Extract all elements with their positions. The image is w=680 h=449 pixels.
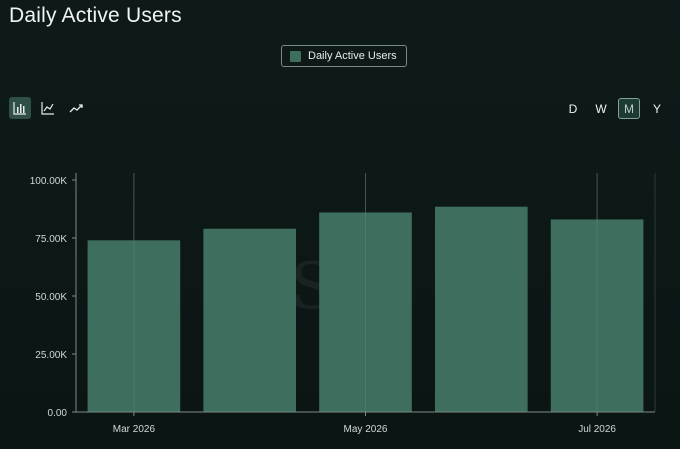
- period-selector: D W M Y: [562, 98, 668, 119]
- bar: [87, 240, 181, 412]
- x-tick-label: Mar 2026: [113, 424, 156, 435]
- bar-chart-button[interactable]: [9, 97, 31, 119]
- bar: [203, 228, 297, 412]
- period-year-button[interactable]: Y: [652, 101, 661, 116]
- y-tick-label: 75.00K: [35, 234, 67, 245]
- line-chart-button[interactable]: [37, 97, 59, 119]
- y-tick-label: 50.00K: [35, 292, 67, 303]
- chart-type-toolbar: [9, 97, 87, 119]
- bar: [434, 206, 528, 412]
- trend-chart-button[interactable]: [65, 97, 87, 119]
- trend-chart-icon: [69, 104, 83, 113]
- period-month-button[interactable]: M: [618, 98, 640, 119]
- legend-item[interactable]: Daily Active Users: [281, 45, 407, 67]
- y-tick-label: 0.00: [48, 408, 68, 419]
- x-tick-label: Jul 2026: [578, 424, 616, 435]
- line-chart-icon: [41, 102, 54, 115]
- period-week-button[interactable]: W: [595, 101, 607, 116]
- page-title: Daily Active Users: [9, 4, 182, 27]
- bar-chart-icon: [13, 102, 26, 115]
- bar: [319, 212, 412, 412]
- y-tick-label: 25.00K: [35, 350, 67, 361]
- bar: [550, 219, 644, 412]
- y-tick-label: 100.00K: [30, 176, 68, 187]
- period-day-button[interactable]: D: [568, 101, 578, 116]
- legend-label: Daily Active Users: [308, 50, 397, 62]
- legend-swatch: [290, 50, 301, 62]
- x-tick-label: May 2026: [344, 424, 388, 435]
